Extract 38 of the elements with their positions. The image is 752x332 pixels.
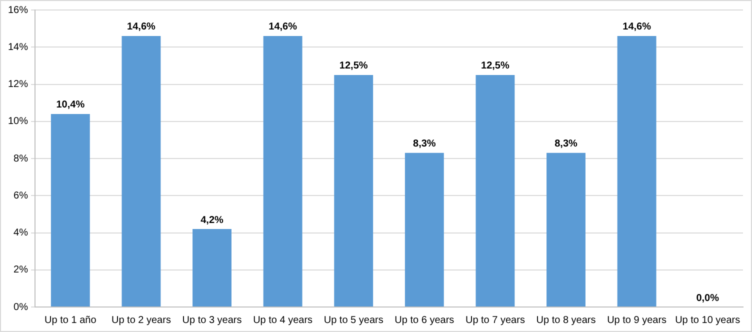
y-tick-label: 10% (8, 116, 28, 128)
y-tick-label: 14% (8, 42, 28, 53)
x-tick-label: Up to 4 years (253, 314, 313, 326)
data-label: 0,0% (696, 292, 720, 304)
bar (617, 36, 656, 306)
y-tick-label: 16% (8, 4, 28, 16)
bar (546, 152, 586, 306)
data-label: 8,3% (554, 138, 578, 150)
y-tick-label: 4% (14, 228, 28, 238)
y-tick-label: 2% (14, 264, 28, 276)
x-tick-label: Up to 10 years (675, 314, 740, 326)
y-tick-label: 0% (14, 302, 28, 313)
y-tick-label: 6% (14, 190, 28, 202)
x-tick-label: Up to 2 years (111, 314, 171, 326)
x-tick-label: Up to 7 years (465, 314, 525, 326)
data-label: 12,5% (339, 60, 368, 72)
bar (476, 74, 515, 306)
bar (192, 229, 232, 306)
x-tick-label: Up to 9 years (607, 314, 667, 326)
x-tick-label: Up to 8 years (536, 314, 596, 326)
x-tick-label: Up to 1 año (44, 314, 97, 326)
data-label: 12,5% (481, 60, 510, 72)
x-tick-label: Up to 6 years (394, 314, 454, 326)
y-tick-label: 12% (8, 79, 28, 90)
data-label: 4,2% (200, 214, 224, 226)
x-tick-label: Up to 3 years (182, 314, 242, 326)
data-label: 8,3% (413, 138, 436, 150)
x-tick-label: Up to 5 years (324, 314, 384, 326)
data-label: 14,6% (268, 22, 298, 33)
bar (404, 152, 444, 306)
data-label: 14,6% (622, 22, 652, 33)
y-tick-label: 8% (14, 153, 28, 164)
bar (122, 36, 161, 306)
bar (50, 114, 90, 306)
bar (334, 74, 374, 306)
data-label: 14,6% (127, 22, 156, 33)
data-label: 10,4% (56, 100, 85, 111)
bar (263, 36, 302, 306)
